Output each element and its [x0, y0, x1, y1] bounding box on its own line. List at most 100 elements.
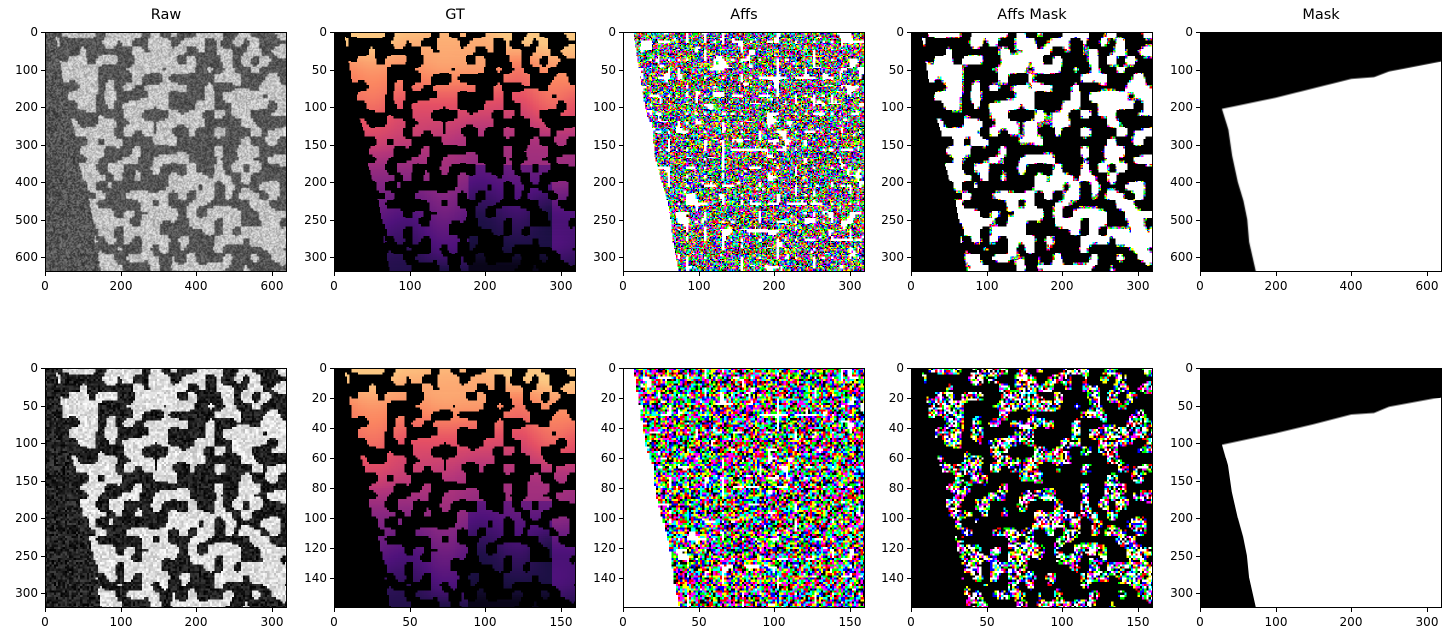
y-tick	[330, 182, 334, 183]
y-tick-label: 40	[600, 421, 616, 435]
panel-title-mask: Mask	[1302, 7, 1340, 23]
axes-r0-affs	[623, 32, 865, 272]
y-tick	[619, 428, 623, 429]
y-tick	[619, 398, 623, 399]
y-tick	[907, 182, 911, 183]
y-tick-label: 50	[22, 399, 38, 413]
x-tick	[334, 608, 335, 612]
y-tick	[1196, 70, 1200, 71]
x-tick-label: 300	[1126, 279, 1150, 293]
y-tick	[330, 220, 334, 221]
y-tick-label: 100	[881, 100, 904, 114]
y-tick-label: 200	[15, 511, 38, 525]
x-tick	[485, 272, 486, 276]
y-tick-label: 100	[1170, 436, 1193, 450]
y-tick	[41, 257, 45, 258]
x-tick	[850, 272, 851, 276]
image-r0-gt	[334, 32, 576, 272]
y-tick	[330, 368, 334, 369]
x-tick-label: 150	[549, 615, 573, 629]
y-tick-label: 250	[304, 213, 327, 227]
y-tick	[619, 32, 623, 33]
y-tick	[41, 481, 45, 482]
y-tick	[619, 70, 623, 71]
x-tick-label: 100	[762, 615, 786, 629]
y-tick	[41, 406, 45, 407]
y-tick	[1196, 593, 1200, 594]
y-tick-label: 600	[1170, 250, 1193, 264]
y-tick	[330, 488, 334, 489]
axes-r1-mask	[1200, 368, 1442, 608]
y-tick-label: 250	[881, 213, 904, 227]
y-tick-label: 0	[896, 25, 904, 39]
y-tick	[1196, 145, 1200, 146]
y-tick	[1196, 368, 1200, 369]
x-tick-label: 600	[260, 279, 284, 293]
y-tick-label: 250	[593, 213, 616, 227]
y-tick-label: 80	[600, 481, 616, 495]
y-tick-label: 100	[15, 436, 38, 450]
y-tick-label: 200	[1170, 511, 1193, 525]
y-tick	[330, 578, 334, 579]
y-tick-label: 60	[888, 451, 904, 465]
y-tick-label: 120	[593, 541, 616, 555]
y-tick-label: 0	[30, 361, 38, 375]
x-tick	[410, 608, 411, 612]
x-tick	[1138, 608, 1139, 612]
x-tick	[987, 272, 988, 276]
y-tick-label: 40	[888, 421, 904, 435]
y-tick	[619, 488, 623, 489]
x-tick-label: 200	[1264, 279, 1288, 293]
y-tick-label: 20	[311, 391, 327, 405]
x-tick	[334, 272, 335, 276]
image-r1-mask	[1200, 368, 1442, 608]
y-tick-label: 150	[304, 138, 327, 152]
x-tick-label: 0	[1196, 615, 1204, 629]
x-tick	[561, 608, 562, 612]
x-tick-label: 0	[907, 279, 915, 293]
y-tick	[907, 578, 911, 579]
y-tick	[330, 257, 334, 258]
y-tick	[330, 428, 334, 429]
y-tick	[41, 220, 45, 221]
y-tick-label: 400	[1170, 175, 1193, 189]
y-tick	[330, 107, 334, 108]
x-tick	[911, 608, 912, 612]
x-tick	[121, 608, 122, 612]
y-tick	[619, 257, 623, 258]
x-tick-label: 200	[1339, 615, 1363, 629]
y-tick	[41, 70, 45, 71]
y-tick	[907, 488, 911, 489]
y-tick-label: 200	[304, 175, 327, 189]
y-tick-label: 300	[1170, 586, 1193, 600]
y-tick-label: 100	[881, 511, 904, 525]
image-r1-affs	[623, 368, 865, 608]
x-tick-label: 100	[975, 279, 999, 293]
y-tick-label: 400	[15, 175, 38, 189]
x-tick-label: 150	[1126, 615, 1150, 629]
y-tick-label: 80	[888, 481, 904, 495]
x-tick	[699, 608, 700, 612]
y-tick-label: 300	[593, 250, 616, 264]
x-tick	[196, 608, 197, 612]
y-tick-label: 50	[311, 63, 327, 77]
y-tick	[1196, 182, 1200, 183]
y-tick-label: 60	[311, 451, 327, 465]
x-tick-label: 300	[549, 279, 573, 293]
y-tick	[619, 458, 623, 459]
x-tick-label: 0	[41, 279, 49, 293]
y-tick-label: 140	[881, 571, 904, 585]
y-tick	[330, 70, 334, 71]
y-tick	[41, 107, 45, 108]
panel-title-affsmask: Affs Mask	[997, 7, 1067, 23]
x-tick	[623, 272, 624, 276]
y-tick-label: 250	[1170, 549, 1193, 563]
x-tick-label: 100	[1050, 615, 1074, 629]
x-tick	[774, 608, 775, 612]
x-tick-label: 100	[109, 615, 133, 629]
y-tick-label: 0	[608, 25, 616, 39]
y-tick-label: 140	[593, 571, 616, 585]
y-tick-label: 150	[15, 474, 38, 488]
y-tick-label: 20	[888, 391, 904, 405]
y-tick-label: 0	[608, 361, 616, 375]
